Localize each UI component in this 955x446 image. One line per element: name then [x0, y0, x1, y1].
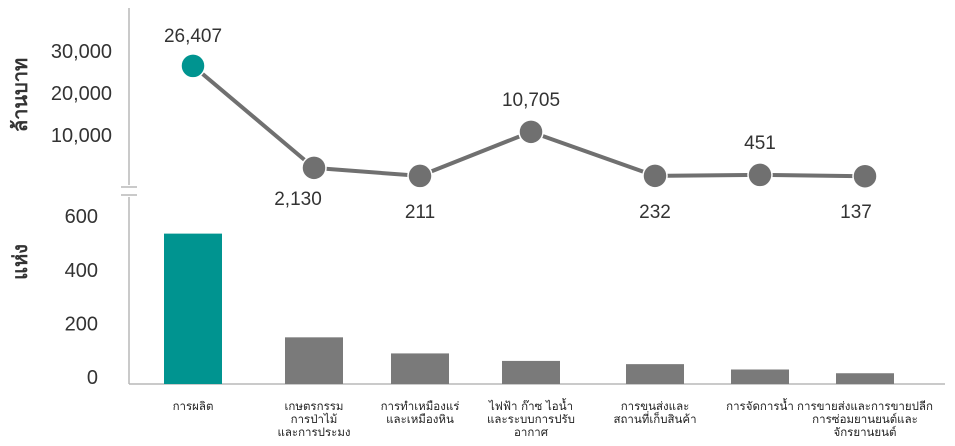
bar-series: [164, 233, 894, 384]
category-label: ไฟฟ้า ก๊าซ ไอน้ำและระบบการปรับอากาศ: [487, 398, 575, 439]
category-label-line: ไฟฟ้า ก๊าซ ไอน้ำ: [488, 398, 573, 413]
bar: [285, 337, 343, 384]
bar-axis: [121, 194, 945, 385]
category-label-line: การขายส่งและการขายปลีก: [797, 399, 933, 413]
data-label: 137: [840, 202, 872, 223]
category-label-line: การขนส่งและ: [621, 399, 690, 413]
data-label: 2,130: [274, 189, 322, 210]
data-label: 232: [639, 202, 671, 223]
line-series: 26,407 2,130 211 10,705 232 451 137: [164, 26, 878, 223]
line-y-tick-label: 10,000: [51, 125, 112, 147]
data-label: 211: [405, 202, 435, 223]
line-y-tick-label: 30,000: [51, 41, 112, 63]
line-axis: [121, 8, 137, 188]
line-point: [518, 119, 544, 145]
category-label: การทำเหมืองแร่และเหมืองหิน: [381, 399, 460, 426]
bar-y-tick-label: 200: [65, 313, 98, 335]
line-point: [852, 163, 878, 189]
line-point: [747, 162, 773, 188]
category-label-line: และเหมืองหิน: [386, 412, 454, 426]
category-label-line: การป่าไม้: [291, 412, 338, 426]
category-label-line: การผลิต: [173, 399, 214, 413]
category-label: การผลิต: [173, 399, 214, 413]
line-y-tick-label: 20,000: [51, 83, 112, 105]
category-label-line: เกษตรกรรม: [284, 399, 343, 413]
line-point: [180, 53, 206, 79]
line-point: [301, 155, 327, 181]
line-point: [642, 163, 668, 189]
category-label-line: อากาศ: [514, 425, 549, 439]
category-label: การขนส่งและสถานที่เก็บสินค้า: [613, 399, 696, 426]
line-y-axis-label: ล้านบาท: [8, 58, 32, 132]
bar: [164, 233, 222, 384]
bar-y-tick-label: 600: [65, 206, 98, 228]
bar: [836, 373, 894, 384]
category-label-line: และการประมง: [277, 425, 350, 439]
category-label: การจัดการน้ำ: [726, 398, 794, 413]
category-label-line: และระบบการปรับ: [487, 412, 575, 426]
data-label: 26,407: [164, 26, 222, 47]
bar: [731, 369, 789, 384]
category-label-line: การซ่อมยานยนต์และ: [812, 412, 918, 426]
bar: [626, 364, 684, 384]
data-label: 10,705: [502, 90, 560, 111]
bar-y-axis-label: แห่ง: [8, 244, 32, 280]
category-label-line: การจัดการน้ำ: [726, 398, 794, 413]
line-point: [407, 163, 433, 189]
line-y-ticks: 10,000 20,000 30,000: [51, 41, 112, 147]
category-label-line: จักรยานยนต์: [833, 425, 896, 439]
category-label-line: สถานที่เก็บสินค้า: [613, 411, 696, 426]
category-labels: การผลิต เกษตรกรรมการป่าไม้และการประมง การท…: [173, 398, 933, 439]
bar-y-ticks: 0 200 400 600: [65, 206, 98, 389]
data-label: 451: [744, 133, 776, 154]
bar-y-tick-label: 400: [65, 260, 98, 282]
bar: [391, 353, 449, 384]
category-label: เกษตรกรรมการป่าไม้และการประมง: [277, 399, 350, 439]
category-label-line: การทำเหมืองแร่: [381, 399, 460, 413]
bar: [502, 360, 560, 384]
category-label: การขายส่งและการขายปลีกการซ่อมยานยนต์และจ…: [797, 399, 933, 439]
bar-y-tick-label: 0: [87, 367, 98, 389]
